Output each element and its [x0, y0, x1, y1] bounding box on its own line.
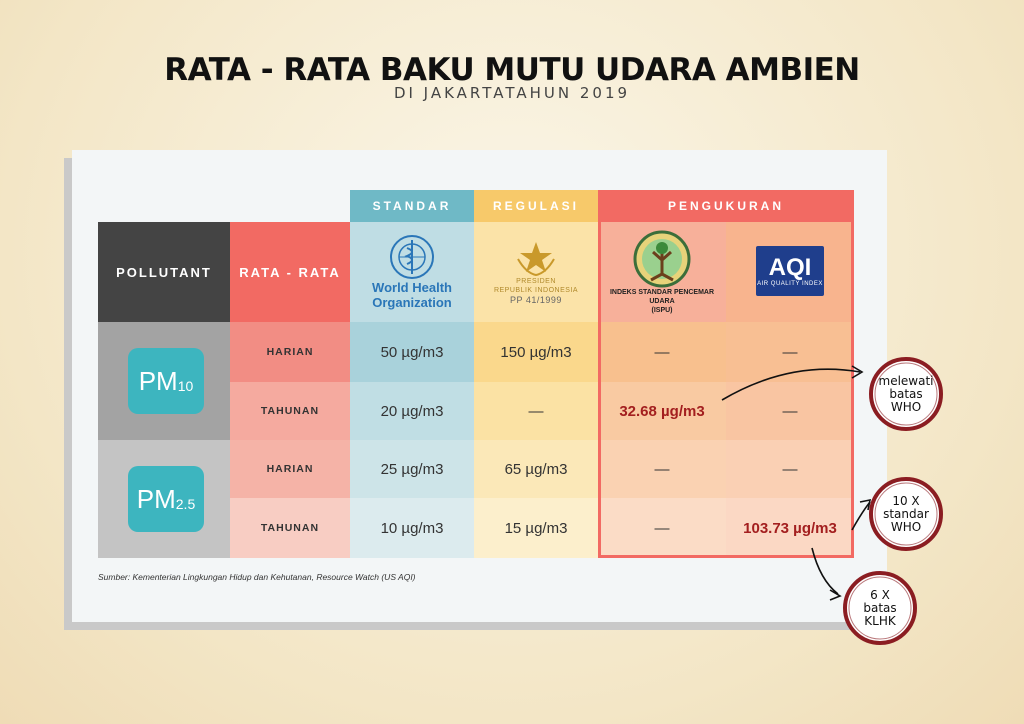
- data-table: STANDAR REGULASI PENGUKURAN POLLUTANT RA…: [98, 190, 854, 558]
- who-line1: World Health: [372, 280, 452, 295]
- row3-pp: 65 µg/m3: [474, 440, 598, 498]
- note3-line1: 6 X: [870, 587, 890, 602]
- presiden-pp: PP 41/1999: [510, 295, 562, 305]
- row1-period: HARIAN: [230, 322, 350, 382]
- note1-line2: batas: [889, 386, 923, 401]
- source-note: Sumber: Kementerian Lingkungan Hidup dan…: [98, 572, 416, 582]
- presiden-line1: PRESIDEN: [516, 278, 556, 285]
- pm25-sub: 2.5: [175, 496, 196, 512]
- note1-line1: melewati: [878, 373, 934, 388]
- row4-period: TAHUNAN: [230, 498, 350, 558]
- row1-pp: 150 µg/m3: [474, 322, 598, 382]
- row4-who: 10 µg/m3: [350, 498, 474, 558]
- note-melewati-batas-who: melewati batas WHO: [868, 356, 944, 432]
- row3-who: 25 µg/m3: [350, 440, 474, 498]
- garuda-star-icon: [517, 242, 555, 277]
- row2-aqi: —: [726, 382, 854, 440]
- note-circle-icon: [869, 357, 943, 431]
- note3-line3: KLHK: [864, 613, 896, 628]
- pm25-badge: PM 2.5: [128, 466, 204, 532]
- aqi-label: AIR QUALITY INDEX: [757, 281, 823, 287]
- note2-line2: standar: [883, 506, 929, 521]
- pm25-name: PM: [136, 483, 176, 514]
- pm10-name: PM: [138, 365, 178, 396]
- note-10x-standar-who: 10 X standar WHO: [868, 476, 944, 552]
- note3-line2: batas: [863, 600, 897, 615]
- row4-aqi: 103.73 µg/m3: [726, 498, 854, 558]
- row2-period: TAHUNAN: [230, 382, 350, 440]
- row2-ispu: 32.68 µg/m3: [598, 382, 726, 440]
- row1-ispu: —: [598, 322, 726, 382]
- presiden-line2: REPUBLIK INDONESIA: [493, 287, 579, 294]
- note2-line1: 10 X: [892, 493, 920, 508]
- row4-ispu: —: [598, 498, 726, 558]
- row1-who: 50 µg/m3: [350, 322, 474, 382]
- header-presiden: PRESIDEN REPUBLIK INDONESIA PP 41/1999: [474, 222, 598, 322]
- klhk-logo-icon: [633, 230, 691, 287]
- header-aqi: AQI AIR QUALITY INDEX: [726, 222, 854, 322]
- header-pollutant: POLLUTANT: [98, 222, 230, 322]
- note2-line3: WHO: [890, 519, 922, 534]
- page-title: RATA - RATA BAKU MUTU UDARA AMBIEN: [164, 52, 860, 88]
- header-regulasi: REGULASI: [474, 190, 598, 222]
- aqi-logo: AQI AIR QUALITY INDEX: [756, 246, 824, 296]
- header-rata: RATA - RATA: [230, 222, 350, 322]
- pm10-badge: PM 10: [128, 348, 204, 414]
- page-subtitle: DI JAKARTATAHUN 2019: [393, 84, 631, 102]
- pengukuran-frame: [598, 222, 854, 558]
- who-line2: Organization: [372, 295, 452, 310]
- row3-aqi: —: [726, 440, 854, 498]
- note-circle-icon: [843, 571, 917, 645]
- row2-pp: —: [474, 382, 598, 440]
- row2-who: 20 µg/m3: [350, 382, 474, 440]
- ispu-line2: (ISPU): [651, 306, 673, 314]
- note-circle-icon: [869, 477, 943, 551]
- note1-line3: WHO: [890, 399, 922, 414]
- header-standar: STANDAR: [350, 190, 474, 222]
- note-6x-batas-klhk: 6 X batas KLHK: [842, 570, 918, 646]
- pm10-sub: 10: [177, 378, 194, 394]
- who-logo-icon: [390, 235, 434, 279]
- aqi-logo-text: AQI: [768, 254, 812, 281]
- row4-pp: 15 µg/m3: [474, 498, 598, 558]
- row1-aqi: —: [726, 322, 854, 382]
- header-who: World Health Organization: [350, 222, 474, 322]
- row3-ispu: —: [598, 440, 726, 498]
- ispu-line1: INDEKS STANDAR PENCEMAR UDARA: [609, 288, 715, 305]
- header-ispu: INDEKS STANDAR PENCEMAR UDARA (ISPU): [598, 222, 726, 322]
- header-pengukuran: PENGUKURAN: [598, 190, 854, 222]
- row3-period: HARIAN: [230, 440, 350, 498]
